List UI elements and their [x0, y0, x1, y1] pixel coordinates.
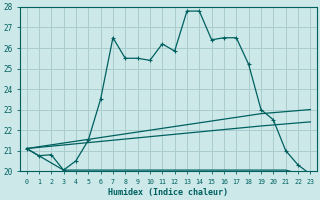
X-axis label: Humidex (Indice chaleur): Humidex (Indice chaleur) [108, 188, 228, 197]
